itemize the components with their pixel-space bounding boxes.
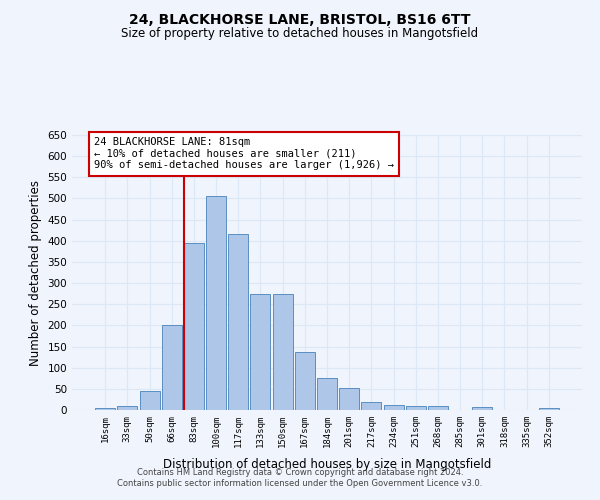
Text: Size of property relative to detached houses in Mangotsfield: Size of property relative to detached ho… — [121, 28, 479, 40]
Bar — [361, 402, 382, 410]
X-axis label: Distribution of detached houses by size in Mangotsfield: Distribution of detached houses by size … — [163, 458, 491, 471]
Bar — [184, 243, 204, 410]
Bar — [383, 405, 404, 410]
Bar — [339, 388, 359, 410]
Bar — [140, 391, 160, 410]
Text: 24, BLACKHORSE LANE, BRISTOL, BS16 6TT: 24, BLACKHORSE LANE, BRISTOL, BS16 6TT — [129, 12, 471, 26]
Bar — [250, 294, 271, 410]
Y-axis label: Number of detached properties: Number of detached properties — [29, 180, 42, 366]
Text: 24 BLACKHORSE LANE: 81sqm
← 10% of detached houses are smaller (211)
90% of semi: 24 BLACKHORSE LANE: 81sqm ← 10% of detac… — [94, 137, 394, 170]
Bar — [406, 406, 426, 410]
Bar — [428, 406, 448, 410]
Bar — [118, 406, 137, 410]
Bar — [472, 408, 492, 410]
Bar — [295, 352, 315, 410]
Bar — [162, 326, 182, 410]
Text: Contains HM Land Registry data © Crown copyright and database right 2024.
Contai: Contains HM Land Registry data © Crown c… — [118, 468, 482, 487]
Bar — [272, 294, 293, 410]
Bar — [206, 196, 226, 410]
Bar — [539, 408, 559, 410]
Bar — [317, 378, 337, 410]
Bar — [228, 234, 248, 410]
Bar — [95, 408, 115, 410]
